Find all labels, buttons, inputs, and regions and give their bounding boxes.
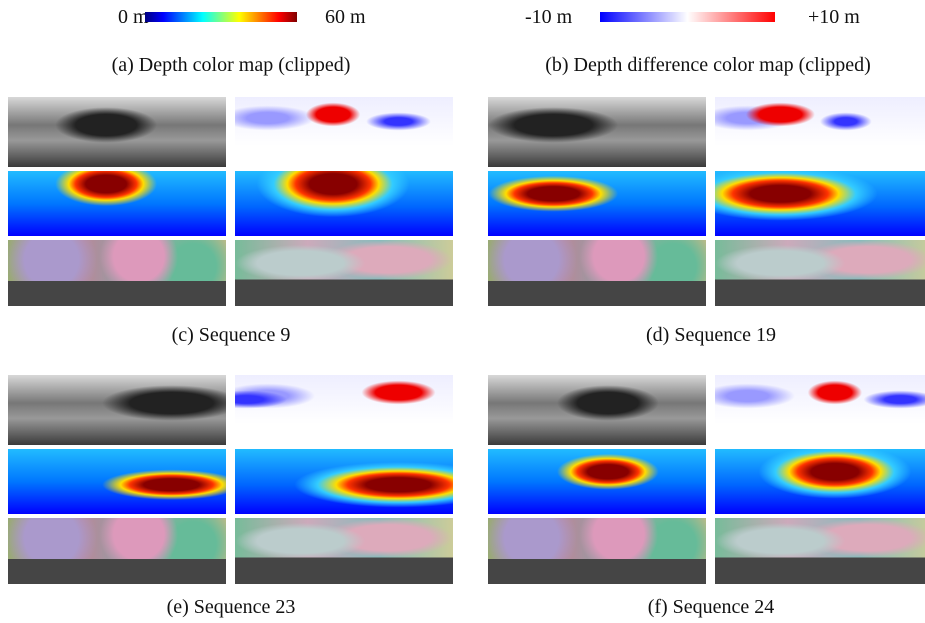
difference-map <box>235 375 453 445</box>
depth-map <box>235 171 453 236</box>
caption: (a) Depth color map (clipped) <box>11 53 451 77</box>
photo <box>8 375 226 445</box>
photo <box>488 97 706 167</box>
caption: (c) Sequence 9 <box>11 323 451 347</box>
segmentation <box>715 518 925 584</box>
segmentation <box>488 240 706 306</box>
colorbar-max-label: 60 m <box>325 5 366 29</box>
colorbar-min-label: -10 m <box>525 5 572 29</box>
colorbar-max-label: +10 m <box>808 5 860 29</box>
depth-map <box>8 171 226 236</box>
caption: (b) Depth difference color map (clipped) <box>488 53 925 77</box>
caption: (f) Sequence 24 <box>491 595 925 619</box>
segmentation <box>235 518 453 584</box>
depth-map <box>8 449 226 514</box>
figure: 0 m 60 m (a) Depth color map (clipped) -… <box>0 0 925 623</box>
segmentation <box>235 240 453 306</box>
depth-map <box>488 171 706 236</box>
segmentation <box>715 240 925 306</box>
depth-colorbar <box>145 12 297 22</box>
segmentation <box>8 240 226 306</box>
depth-map <box>488 449 706 514</box>
depth-map <box>235 449 453 514</box>
difference-colorbar <box>600 12 775 22</box>
difference-map <box>715 97 925 167</box>
segmentation <box>488 518 706 584</box>
photo <box>8 97 226 167</box>
depth-map <box>715 171 925 236</box>
segmentation <box>8 518 226 584</box>
colorbar-min-label: 0 m <box>118 5 149 29</box>
difference-map <box>715 375 925 445</box>
caption: (e) Sequence 23 <box>11 595 451 619</box>
difference-map <box>235 97 453 167</box>
photo <box>488 375 706 445</box>
caption: (d) Sequence 19 <box>491 323 925 347</box>
depth-map <box>715 449 925 514</box>
